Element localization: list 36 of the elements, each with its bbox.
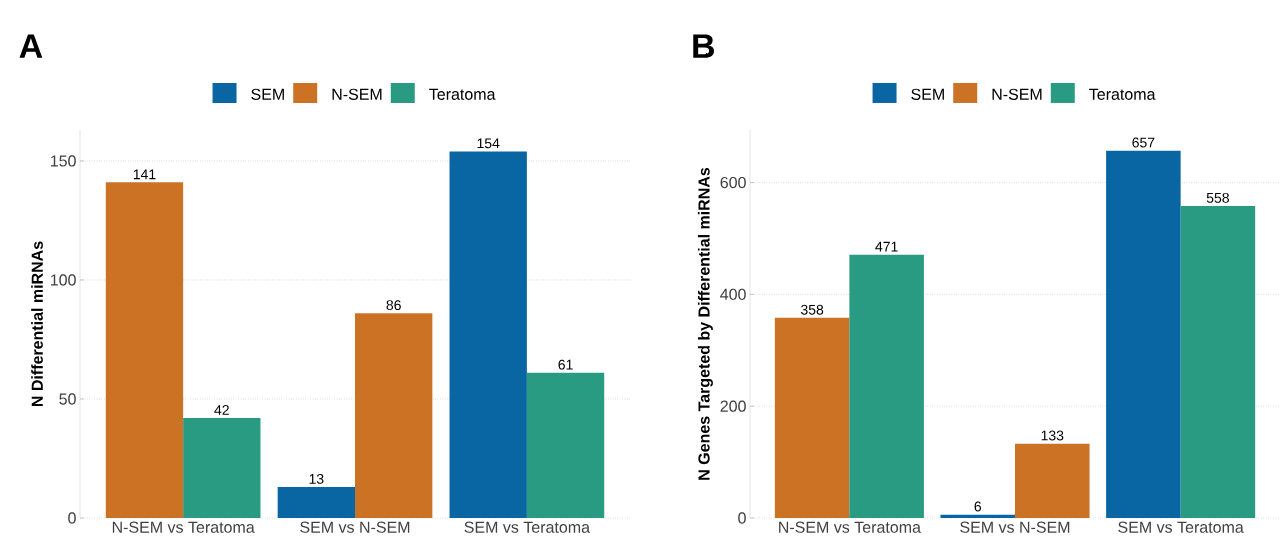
y-axis-title: N Genes Targeted by Differential miRNAs <box>697 167 713 480</box>
chart-title: B <box>693 34 715 58</box>
data-label: 471 <box>875 241 898 252</box>
x-tick-label: N-SEM vs Teratoma <box>112 521 255 533</box>
x-tick-label: SEM vs Teratoma <box>464 521 590 533</box>
legend-label: SEM <box>251 88 284 100</box>
y-tick-label: 200 <box>720 400 746 412</box>
y-tick-label: 100 <box>51 274 76 286</box>
x-tick-label: N-SEM vs Teratoma <box>779 521 921 533</box>
y-axis-title: N Differential miRNAs <box>31 241 43 407</box>
legend-label: N-SEM <box>992 88 1042 100</box>
data-label: 133 <box>1041 430 1064 441</box>
legend-label: N-SEM <box>332 88 382 100</box>
data-label: 86 <box>386 300 401 311</box>
data-label: 657 <box>1132 137 1155 148</box>
y-tick-label: 50 <box>59 393 76 405</box>
x-tick-label: SEM vs N-SEM <box>300 521 410 533</box>
data-label: 141 <box>133 169 156 180</box>
y-tick-label: 600 <box>720 176 746 189</box>
data-label: 6 <box>974 501 982 512</box>
data-label: 42 <box>214 405 229 415</box>
data-label: 154 <box>477 138 500 149</box>
chart-title: A <box>19 34 43 58</box>
y-tick-label: 150 <box>51 155 76 167</box>
data-label: 358 <box>800 304 824 315</box>
legend-label: Teratoma <box>429 88 496 100</box>
data-label: 13 <box>309 473 324 484</box>
y-tick-label: 0 <box>68 512 76 524</box>
legend-label: Teratoma <box>1089 88 1156 100</box>
data-label: 61 <box>558 359 573 370</box>
x-tick-label: SEM vs N-SEM <box>960 521 1070 533</box>
x-tick-label: SEM vs Teratoma <box>1118 521 1244 533</box>
y-tick-label: 0 <box>738 512 746 524</box>
legend-label: SEM <box>911 88 944 100</box>
y-tick-label: 400 <box>720 288 746 301</box>
data-label: 558 <box>1206 192 1229 203</box>
